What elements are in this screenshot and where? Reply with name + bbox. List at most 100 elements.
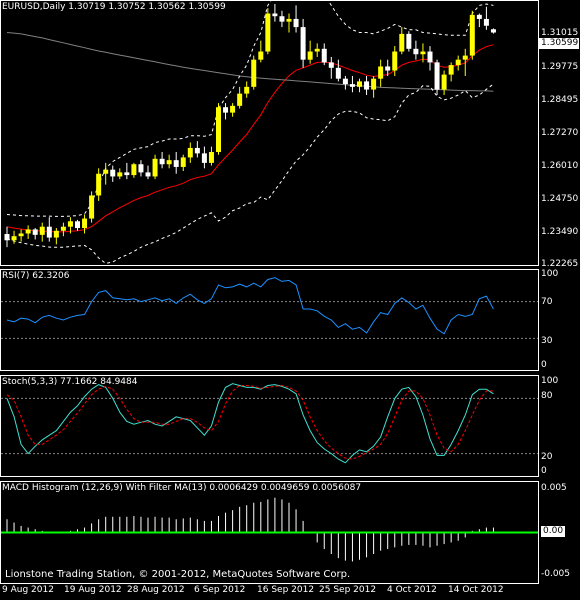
candle-body — [448, 65, 454, 75]
candle-body — [124, 172, 130, 176]
candle-body — [286, 18, 292, 22]
candle-body — [441, 74, 447, 90]
macd-chart[interactable] — [0, 481, 580, 584]
candle-body — [307, 51, 313, 60]
rsi-title: RSI(7) 62.3206 — [2, 271, 70, 281]
time-axis-label: 19 Aug 2012 — [64, 585, 122, 595]
candle-body — [67, 221, 73, 227]
candle-body — [131, 164, 137, 176]
candle-body — [244, 86, 250, 94]
rsi-chart[interactable] — [0, 269, 580, 371]
candle-body — [385, 66, 391, 71]
candle-body — [434, 62, 440, 90]
time-axis-label: 4 Oct 2012 — [387, 585, 437, 595]
time-axis-label: 16 Sep 2012 — [257, 585, 315, 595]
candle-body — [4, 234, 10, 241]
ma-fast-line — [6, 44, 494, 233]
candle-body — [46, 226, 52, 238]
stoch-panel[interactable]: Stoch(5,3,3) 77.1662 84.9484 100 80 20 0 — [0, 375, 580, 477]
macd-panel[interactable]: MACD Histogram (12,26,9) With Filter MA(… — [0, 481, 580, 584]
panel-border — [0, 375, 539, 477]
candle-body — [476, 14, 482, 19]
candle-body — [96, 173, 102, 196]
candle-body — [18, 233, 24, 237]
candle-body — [138, 164, 144, 173]
candle-body — [371, 78, 377, 90]
candle-body — [159, 158, 165, 165]
candle-body — [314, 48, 320, 52]
candle-body — [11, 236, 17, 241]
price-axis-label: 1.31015 — [541, 28, 579, 38]
candle-body — [166, 160, 172, 165]
candle-body — [173, 160, 179, 167]
candle-body — [145, 172, 151, 177]
lower-band-line — [6, 83, 494, 264]
candle-body — [279, 16, 285, 22]
copyright-text: Lionstone Trading Station, © 2001-2012, … — [5, 569, 351, 580]
candle-body — [194, 147, 200, 154]
candle-body — [335, 67, 341, 79]
macd-level-label: 0.005 — [541, 483, 567, 493]
stoch-level-label: 0 — [541, 466, 547, 476]
time-axis-label: 28 Aug 2012 — [127, 585, 185, 595]
current-price-marker: 1.30599 — [539, 38, 579, 49]
stoch-main-line — [6, 383, 494, 464]
panel-border — [0, 269, 539, 371]
price-axis-label: 1.26010 — [541, 161, 579, 171]
macd-zero-marker: 0.00 — [541, 526, 566, 537]
stoch-title: Stoch(5,3,3) 77.1662 84.9484 — [2, 377, 138, 387]
candle-body — [265, 13, 271, 52]
candle-body — [180, 157, 186, 167]
time-axis-label: 14 Oct 2012 — [448, 585, 504, 595]
candle-body — [110, 169, 116, 177]
time-axis-label: 25 Sep 2012 — [319, 585, 377, 595]
candle-body — [258, 51, 264, 60]
candle-body — [75, 221, 80, 229]
candle-body — [152, 158, 158, 177]
panel-border — [0, 481, 539, 584]
time-axis-label: 9 Aug 2012 — [2, 585, 54, 595]
candle-body — [321, 48, 327, 63]
rsi-level-label: 70 — [541, 297, 553, 307]
candle-body — [89, 195, 95, 219]
candle-body — [455, 59, 461, 66]
candle-body — [272, 13, 278, 17]
stoch-chart[interactable] — [0, 375, 580, 477]
candle-body — [216, 107, 221, 153]
rsi-line — [6, 277, 494, 335]
candle-body — [25, 229, 31, 234]
candle-body — [117, 172, 123, 177]
time-axis-label: 6 Sep 2012 — [194, 585, 246, 595]
price-panel[interactable]: EURUSD,Daily 1.30719 1.30752 1.30562 1.3… — [0, 0, 580, 269]
candle-body — [413, 48, 419, 55]
rsi-panel[interactable]: RSI(7) 62.3206 100 70 30 0 — [0, 269, 580, 371]
candle-body — [60, 226, 66, 231]
candle-body — [483, 18, 489, 26]
candle-body — [378, 66, 384, 79]
price-chart[interactable] — [0, 0, 580, 266]
candle-body — [251, 59, 257, 87]
stoch-level-label: 100 — [541, 376, 559, 386]
candle-body — [328, 62, 334, 68]
price-chart-title: EURUSD,Daily 1.30719 1.30752 1.30562 1.3… — [2, 2, 226, 12]
price-axis-label: 1.29775 — [541, 62, 579, 72]
candle-body — [357, 81, 362, 87]
ma-slow-line — [6, 32, 494, 92]
candle-body — [230, 105, 236, 113]
time-axis: 9 Aug 2012 19 Aug 2012 28 Aug 2012 6 Sep… — [0, 585, 580, 600]
candle-body — [53, 230, 59, 238]
candle-body — [490, 29, 496, 33]
price-axis-label: 1.27270 — [541, 128, 579, 138]
candle-body — [406, 33, 412, 49]
candle-body — [342, 78, 348, 85]
candle-body — [293, 18, 299, 28]
rsi-level-label: 0 — [541, 360, 547, 370]
stoch-level-label: 80 — [541, 391, 553, 401]
candle-body — [82, 218, 88, 229]
price-axis-label: 1.22265 — [541, 259, 579, 269]
candle-body — [187, 147, 193, 158]
price-axis-label: 1.28495 — [541, 95, 579, 105]
candle-body — [300, 27, 306, 60]
candle-body — [201, 153, 207, 163]
candle-body — [427, 51, 433, 63]
